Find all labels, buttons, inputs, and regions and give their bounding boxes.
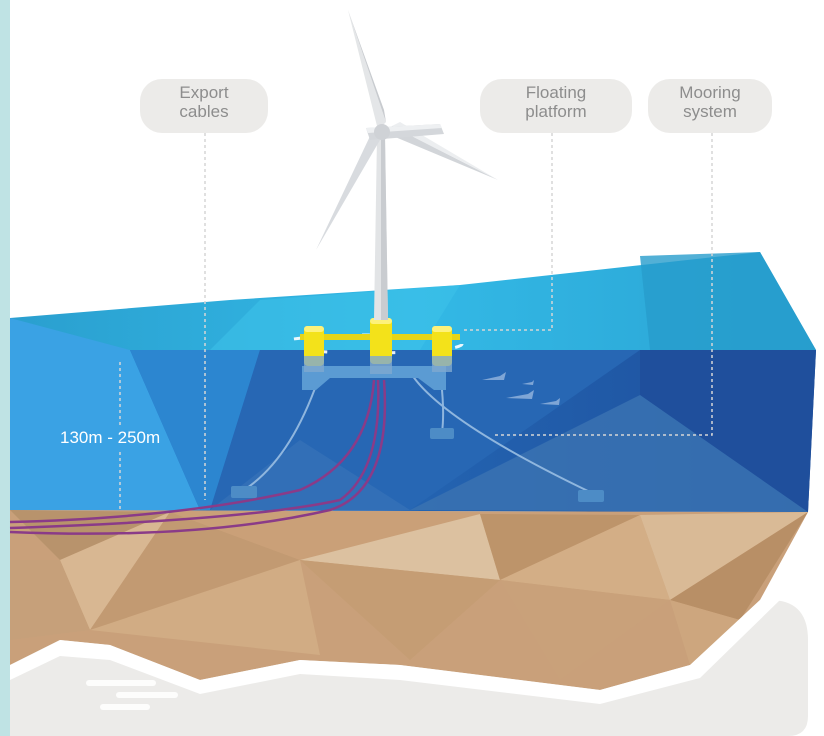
water-volume [10,252,816,512]
callout-float-line1: Floating [525,83,587,102]
callout-export-line2: cables [179,102,229,121]
export-cables [9,379,387,535]
left-strip [0,0,10,736]
callout-leaders [119,127,713,510]
ground-mark [86,680,178,710]
callout-float-line2: platform [525,102,587,121]
depth-label: 130m - 250m [60,428,161,447]
wind-turbine [316,10,498,320]
callout-moor-line1: Mooring [679,83,741,102]
callout-mooring-system: Mooring system [648,79,772,133]
callout-moor-line2: system [683,102,737,121]
callout-export-line1: Export [179,83,229,102]
floating-platform [276,318,464,390]
callout-export-cables: Export cables [140,79,268,133]
fish-school [482,372,560,405]
callout-floating-platform: Floating platform [480,79,632,133]
seabed [10,510,808,690]
mooring-anchors [231,428,604,502]
